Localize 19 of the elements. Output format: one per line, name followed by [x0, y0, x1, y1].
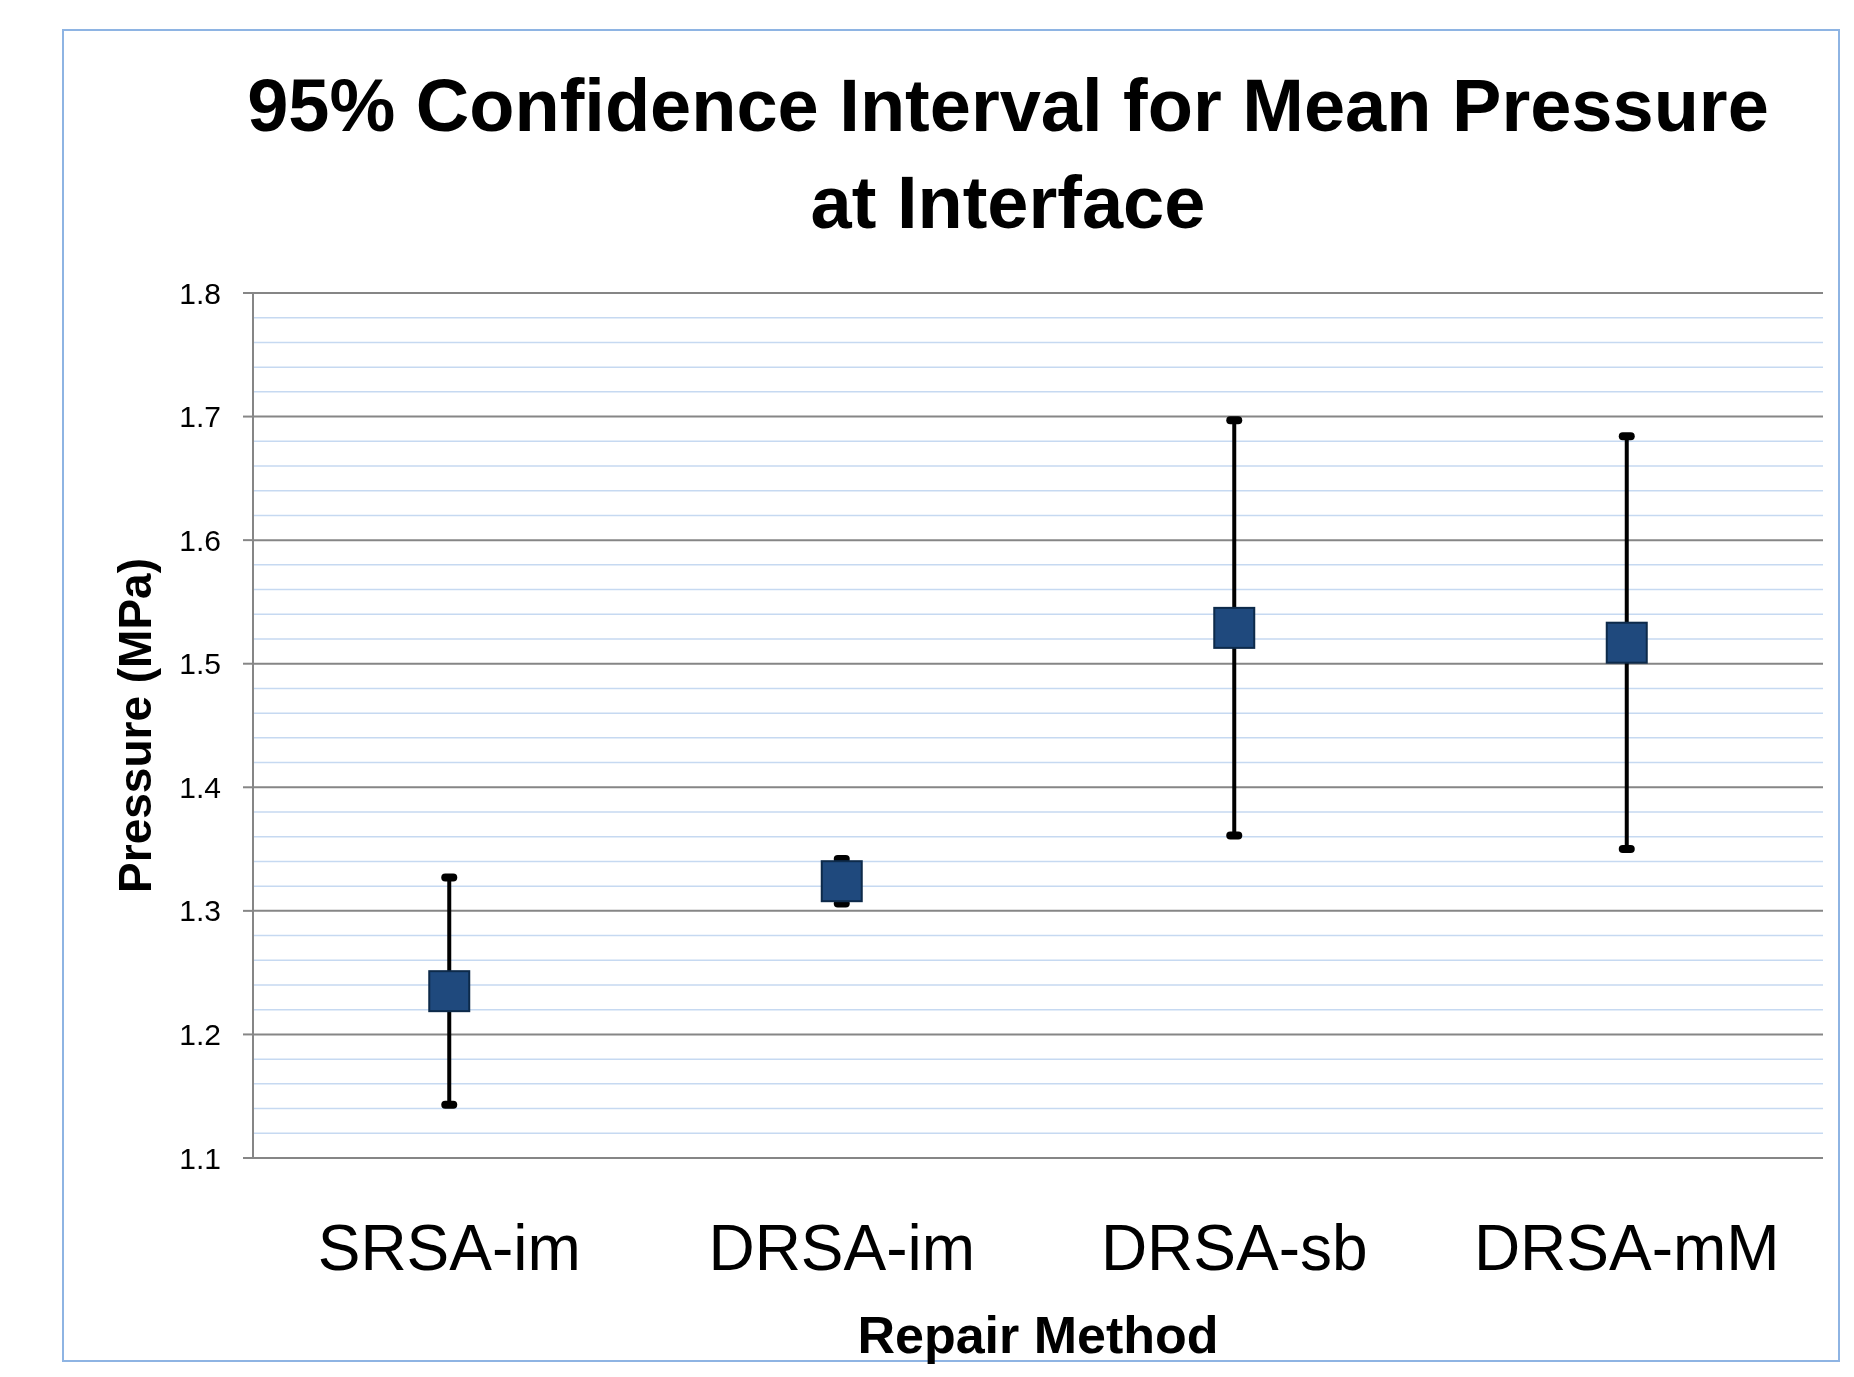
y-tick-label: 1.2 — [179, 1017, 221, 1051]
y-tick-label: 1.6 — [179, 523, 221, 557]
x-axis-title: Repair Method — [857, 1306, 1219, 1364]
y-axis-title: Pressure (MPa) — [109, 558, 161, 893]
y-tick-label: 1.1 — [179, 1141, 221, 1175]
y-tick-label: 1.3 — [179, 894, 221, 928]
point — [1605, 621, 1648, 664]
x-tick-label: DRSA-sb — [1100, 1212, 1368, 1284]
y-tick-label: 1.5 — [179, 647, 221, 681]
y-tick-label: 1.4 — [179, 770, 221, 804]
x-tick-label: DRSA-mM — [1473, 1212, 1780, 1284]
y-tick-label: 1.8 — [179, 276, 221, 310]
point — [820, 860, 863, 903]
y-tick-label: 1.7 — [179, 400, 221, 434]
chart-title: 95% Confidence Interval for Mean Pressure at Interface — [247, 64, 1769, 244]
point — [1213, 606, 1256, 649]
x-tick-label: SRSA-im — [317, 1212, 581, 1284]
point — [428, 970, 471, 1013]
x-tick-label: DRSA-im — [708, 1212, 976, 1284]
